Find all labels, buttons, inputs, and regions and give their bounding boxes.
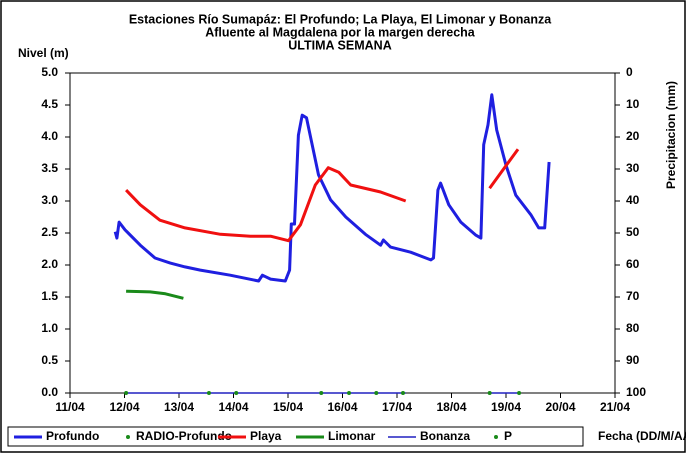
x-tick-label: 12/04 [109,400,139,414]
y-tick-label: 3.0 [41,193,58,207]
series-dot [347,391,352,395]
y2-tick-label: 50 [626,225,640,239]
x-tick-label: 19/04 [491,400,521,414]
y-tick-label: 2.0 [41,257,58,271]
x-tick-label: 15/04 [273,400,303,414]
series-dot [487,391,492,395]
legend-label: Profundo [46,429,99,443]
y2-tick-label: 100 [626,385,646,399]
y-tick-label: 1.0 [41,321,58,335]
y-tick-label: 2.5 [41,225,58,239]
legend-swatch [126,435,130,439]
chart-subtitle: Afluente al Magdalena por la margen dere… [205,25,476,39]
y-tick-label: 0.0 [41,385,58,399]
y2-tick-label: 30 [626,161,640,175]
x-tick-label: 20/04 [545,400,575,414]
x-tick-label: 16/04 [327,400,357,414]
chart-subtitle: ULTIMA SEMANA [288,38,391,52]
y-tick-label: 4.0 [41,129,58,143]
y2-tick-label: 10 [626,97,640,111]
y-tick-label: 4.5 [41,97,58,111]
series-dot [234,391,239,395]
y-axis-label: Nivel (m) [18,46,69,60]
legend-label: Limonar [328,429,376,443]
series-dot [319,391,324,395]
series-dot [124,391,129,395]
legend-swatch [494,435,498,439]
x-tick-label: 13/04 [164,400,194,414]
y2-tick-label: 90 [626,353,640,367]
x-tick-label: 18/04 [436,400,466,414]
series-dot [374,391,379,395]
x-axis-label: Fecha (DD/M/AA) [598,429,686,443]
y2-tick-label: 70 [626,289,640,303]
series-dot [400,391,405,395]
series-line [126,289,184,300]
series-dot [206,391,211,395]
x-tick-label: 14/04 [218,400,248,414]
legend-label: Bonanza [420,429,470,443]
y-tick-label: 1.5 [41,289,58,303]
x-tick-label: 17/04 [382,400,412,414]
y2-tick-label: 0 [626,65,633,79]
series-dot [517,391,522,395]
x-tick-label: 21/04 [600,400,630,414]
y2-tick-label: 60 [626,257,640,271]
chart-title: Estaciones Río Sumapáz: El Profundo; La … [129,12,552,26]
x-tick-label: 11/04 [55,400,85,414]
y2-tick-label: 20 [626,129,640,143]
y2-axis-label: Precipitacion (mm) [664,81,678,189]
y-tick-label: 5.0 [41,65,58,79]
y2-tick-label: 40 [626,193,640,207]
y2-tick-label: 80 [626,321,640,335]
legend-label: RADIO-Profundo [136,429,232,443]
series-line [125,148,520,243]
legend-label: P [504,429,512,443]
legend-label: Playa [250,429,282,443]
legend [7,426,584,447]
y-tick-label: 0.5 [41,353,58,367]
y-tick-label: 3.5 [41,161,58,175]
series-line [113,93,551,283]
